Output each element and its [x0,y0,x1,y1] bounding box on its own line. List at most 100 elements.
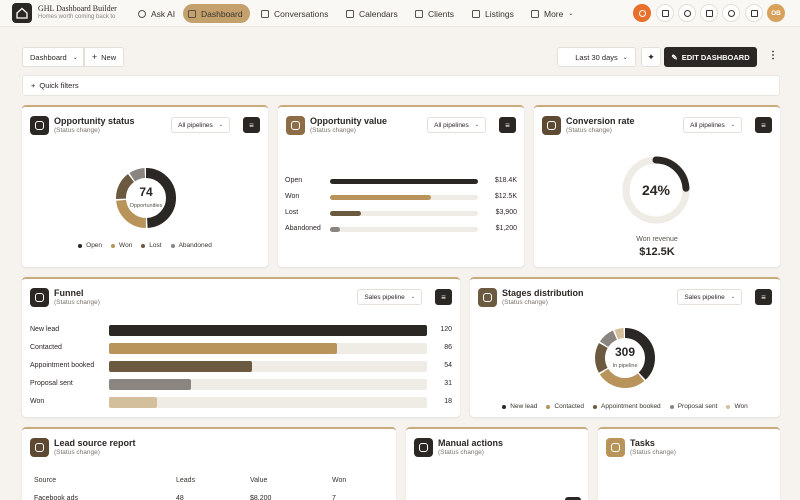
donut-total-label: In pipeline [612,363,637,369]
card: Lead source report (Status change) Source L… [22,427,396,500]
bar [109,361,253,372]
legend-label: Won [734,403,748,410]
card-icon-glyph [291,121,300,130]
logo[interactable] [12,3,32,23]
caption: Won revenue [636,236,678,243]
card-subtitle: (Status change) [54,299,100,306]
nav-item[interactable]: Listings [472,4,514,23]
gauge: 24% [622,156,690,224]
row-value: 54 [444,362,452,369]
card-title: Conversion rate [566,116,635,126]
dashboard-select-label: Dashboard [30,52,67,62]
donut-total-label: Opportunities [130,203,163,209]
card-icon [30,438,49,457]
more-menu[interactable]: ⋮ [768,50,778,61]
pipeline-select-label: Sales pipeline [364,293,405,301]
legend-swatch [502,404,507,409]
nav-item[interactable]: More ⌄ [531,4,573,23]
nav-item[interactable]: Clients [415,4,454,23]
bar [109,397,157,408]
chevron: ⌄ [730,122,735,128]
bar-track [109,361,427,372]
header-icon[interactable] [722,4,740,22]
filter-button[interactable]: ≡ [755,117,772,133]
legend-item: Abandoned [170,242,212,249]
legend-swatch [593,404,598,409]
row-label: Won [30,398,45,405]
card-icon-glyph [35,293,44,302]
top-bar: GHL Dashboard Builder Homes worth coming… [0,0,800,27]
pipeline-select[interactable]: Sales pipeline ⌄ [677,289,742,305]
nav-label: Calendars [359,8,398,19]
nav-item[interactable]: Dashboard [183,4,250,23]
card-icon [478,288,497,307]
pipeline-select[interactable]: Sales pipeline ⌄ [357,289,422,305]
legend-swatch [726,404,731,409]
card-title: Manual actions [438,438,504,448]
avatar[interactable]: OB [767,4,785,22]
nav-label: Conversations [274,8,329,19]
filter-button[interactable]: ≡ [435,289,452,305]
row-label: Lost [285,209,299,216]
card-subtitle: (Status change) [54,127,100,134]
nav-item[interactable]: Ask AI [138,4,175,23]
plus-icon: + [31,81,36,90]
donut-segment [595,328,655,388]
filter-button[interactable]: ≡ [243,117,260,133]
filter-button[interactable]: ≡ [499,117,516,133]
table-header: Value [250,477,268,484]
bar [109,343,337,354]
bar-track [109,397,427,408]
legend-swatch [141,243,146,248]
row-value: $18.4K [494,177,517,184]
legend-item: Proposal sent [669,403,717,410]
row-value: $1,200 [495,225,517,232]
header-icon[interactable] [745,4,763,22]
dashboard-select[interactable]: Dashboard ⌄ [22,47,84,67]
donut-total: 74 [139,185,153,199]
legend-item: Appointment booked [593,403,661,410]
donut-segment [116,168,176,228]
nav-label: Clients [428,8,454,19]
card-subtitle: (Status change) [310,127,356,134]
nav-item[interactable]: Calendars [346,4,398,23]
donut: 74 Opportunities [116,168,176,228]
card-icon [30,116,49,135]
pipeline-select[interactable]: All pipelines ⌄ [171,117,230,133]
revenue: $12.5K [639,246,675,258]
header-icon[interactable] [633,4,651,22]
header-icon-glyph [684,10,691,17]
edit-dashboard-button[interactable]: ✎ EDIT DASHBOARD [664,47,757,67]
app-title: GHL Dashboard Builder [38,4,117,13]
header-icon[interactable] [656,4,674,22]
header-icon-glyph [751,10,758,17]
card-title: Funnel [54,288,84,298]
ai-button[interactable]: ✦ [641,47,661,67]
header-icon-glyph [728,10,735,17]
gauge-arc [622,156,690,224]
pipeline-select[interactable]: All pipelines ⌄ [427,117,486,133]
action-button[interactable] [565,497,581,500]
pipeline-select-label: All pipelines [434,121,469,129]
pipeline-select[interactable]: All pipelines ⌄ [683,117,742,133]
bar [330,179,478,184]
new-button[interactable]: + New [84,47,124,67]
card-icon [606,438,625,457]
quick-filters[interactable]: + Quick filters [22,75,780,96]
header-icon[interactable] [700,4,718,22]
bar [109,379,192,390]
row-value: 31 [444,380,452,387]
legend-label: Contacted [554,403,585,410]
card-icon-glyph [35,443,44,452]
donut-segment [595,328,655,388]
row-label: Won [285,193,300,200]
row-value: 86 [444,344,452,351]
nav-icon [346,9,354,18]
date-range[interactable]: Last 30 days ⌄ [557,47,636,67]
header-icon[interactable] [678,4,696,22]
card-title: Tasks [630,438,655,448]
filter-button[interactable]: ≡ [755,289,772,305]
nav-item[interactable]: Conversations [261,4,328,23]
bar-track [109,379,427,390]
